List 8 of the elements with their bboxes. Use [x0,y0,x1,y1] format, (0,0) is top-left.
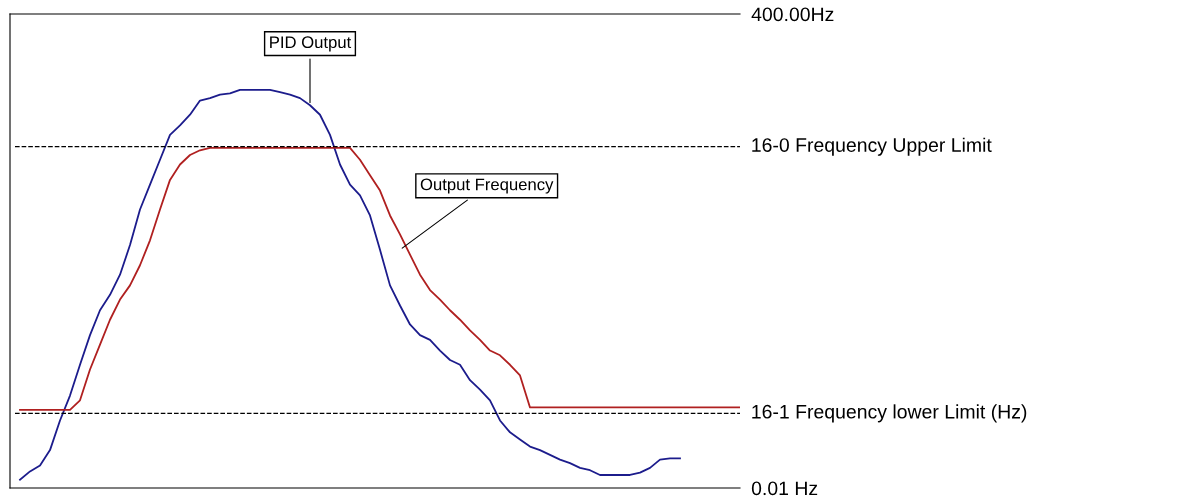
ref-line-label: 16-1 Frequency lower Limit (Hz) [752,404,1027,423]
annotation: Output Frequency [420,178,554,194]
y-tick-label: 0.01 Hz [751,481,818,496]
line-series [19,88,681,481]
annotation: PID Output [270,36,352,52]
y-tick-label: 400.00Hz [751,7,834,22]
line-series [19,147,740,411]
ref-line-label: 16-0 Frequency Upper Limit [752,137,992,156]
